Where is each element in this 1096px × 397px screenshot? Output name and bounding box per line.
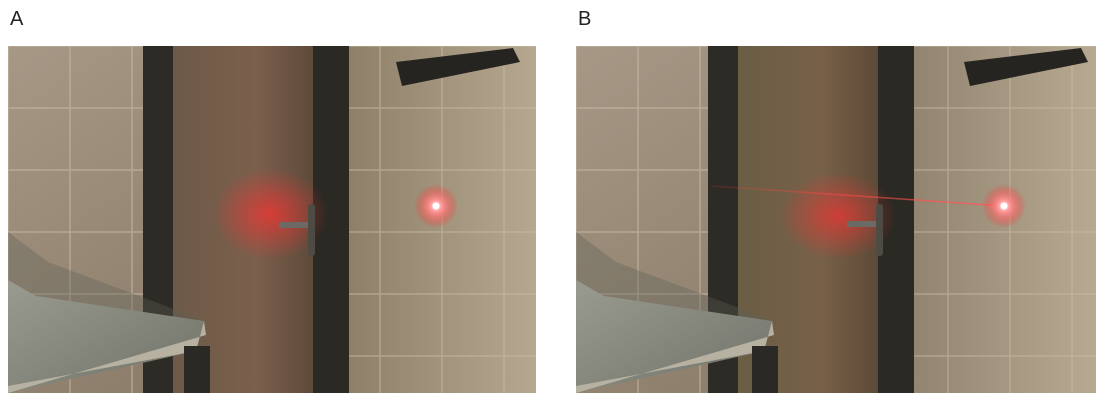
photo-b (576, 46, 1096, 393)
photo-panel-a (8, 46, 536, 393)
panel-label-b: B (578, 8, 592, 30)
door-handle (279, 222, 315, 228)
coat-hook-rail (396, 48, 520, 86)
photo-a (8, 46, 536, 393)
laser-beam (711, 185, 1005, 207)
coat-hook-rail (964, 48, 1088, 86)
counter-top (8, 280, 204, 393)
photo-panel-b (576, 46, 1096, 393)
counter-edge (8, 321, 206, 393)
laser-glow-door (780, 172, 896, 260)
counter-top (576, 280, 772, 393)
panel-label-a: A (10, 8, 24, 30)
laser-glow-door (212, 168, 328, 260)
door-handle (847, 221, 883, 227)
counter-edge (576, 321, 774, 393)
